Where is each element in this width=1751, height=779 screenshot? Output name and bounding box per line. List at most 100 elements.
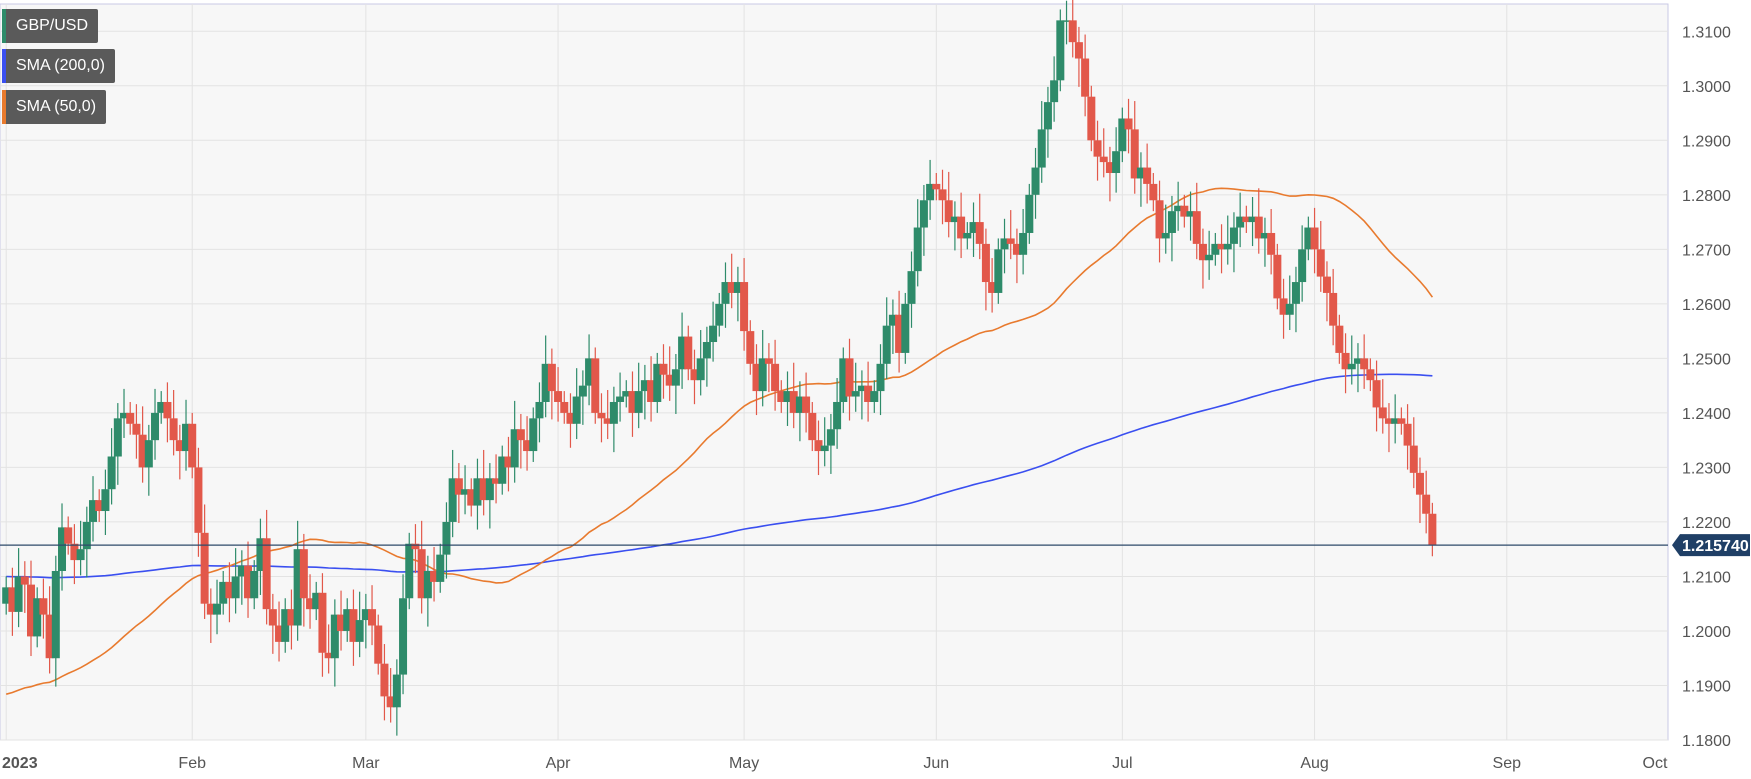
candle-body bbox=[492, 478, 501, 484]
x-tick-label: May bbox=[729, 755, 759, 772]
candle-body bbox=[138, 434, 147, 468]
candle-body bbox=[957, 216, 966, 239]
candle-body bbox=[678, 336, 687, 370]
candle-body bbox=[603, 418, 612, 424]
candle-body bbox=[1397, 418, 1406, 424]
candle-body bbox=[182, 423, 191, 452]
candle-body bbox=[1304, 227, 1313, 250]
candle-body bbox=[901, 303, 910, 353]
candle-body bbox=[448, 478, 457, 522]
candle-body bbox=[1062, 20, 1071, 22]
candle-body bbox=[1242, 216, 1251, 223]
candle-body bbox=[820, 445, 829, 452]
candle-body bbox=[299, 549, 308, 599]
candle-body bbox=[479, 478, 488, 501]
candle-body bbox=[330, 614, 339, 659]
candle-body bbox=[833, 401, 842, 430]
legend-gbpusd: GBP/USD bbox=[2, 9, 99, 43]
candle-body bbox=[293, 549, 302, 626]
candle-body bbox=[572, 396, 581, 424]
candle-body bbox=[1279, 298, 1288, 315]
candle-body bbox=[256, 538, 265, 571]
y-tick-label: 1.3000 bbox=[1682, 79, 1731, 96]
candle-body bbox=[919, 200, 928, 228]
candle-body bbox=[1161, 232, 1170, 239]
y-tick-label: 1.1800 bbox=[1682, 733, 1731, 750]
candle-body bbox=[913, 227, 922, 272]
candle-body bbox=[1068, 20, 1077, 43]
candle-body bbox=[107, 456, 116, 490]
candle-body bbox=[771, 363, 780, 392]
candle-body bbox=[690, 369, 699, 381]
candle-body bbox=[1130, 129, 1139, 179]
candle-body bbox=[14, 576, 23, 612]
candle-body bbox=[1260, 232, 1269, 239]
candle-body bbox=[1050, 80, 1059, 103]
candle-body bbox=[523, 440, 532, 452]
candle-body bbox=[237, 565, 246, 577]
candle-body bbox=[1000, 238, 1009, 250]
grid-layer bbox=[0, 4, 1668, 741]
y-tick-label: 1.2600 bbox=[1682, 297, 1731, 314]
candle-body bbox=[1366, 369, 1375, 381]
candle-body bbox=[932, 183, 941, 190]
candle-body bbox=[560, 401, 569, 413]
candle-body bbox=[640, 380, 649, 392]
candle-body bbox=[864, 385, 873, 402]
current-price-label: 1.215740 bbox=[1682, 538, 1749, 555]
candle-body bbox=[1409, 445, 1418, 473]
candle-body bbox=[764, 358, 773, 364]
candle-body bbox=[454, 478, 463, 495]
candle-body bbox=[1037, 129, 1046, 168]
candle-body bbox=[591, 358, 600, 413]
candle-body bbox=[411, 543, 420, 550]
x-tick-label: Apr bbox=[546, 755, 572, 772]
x-tick-label: Sep bbox=[1493, 755, 1522, 772]
candle-body bbox=[944, 200, 953, 223]
candle-body bbox=[95, 500, 104, 512]
candle-body bbox=[1329, 292, 1338, 326]
candle-body bbox=[808, 412, 817, 441]
candle-body bbox=[1006, 238, 1015, 244]
candle-body bbox=[2, 587, 11, 604]
candle-body bbox=[213, 603, 222, 615]
candle-body bbox=[20, 576, 29, 585]
candle-body bbox=[368, 609, 377, 626]
candle-body bbox=[740, 282, 749, 332]
candle-body bbox=[907, 271, 916, 304]
candle-body bbox=[1341, 352, 1350, 370]
candle-body bbox=[250, 570, 259, 599]
candle-body bbox=[616, 396, 625, 402]
candle-body bbox=[752, 363, 761, 392]
axis-layer: 1.3100 1.3000 1.2900 1.2800 1.2700 1.2600 1.25… bbox=[2, 24, 1731, 772]
candle-body bbox=[777, 391, 786, 402]
candle-body bbox=[696, 358, 705, 381]
candle-body bbox=[33, 598, 42, 637]
y-tick-label: 1.1900 bbox=[1682, 678, 1731, 695]
sma-50-layer bbox=[5, 187, 1434, 695]
y-tick-label: 1.2100 bbox=[1682, 569, 1731, 586]
candle-body bbox=[783, 391, 792, 402]
x-tick-label: Oct bbox=[1643, 755, 1668, 772]
candle-body bbox=[1025, 194, 1034, 233]
candle-body bbox=[82, 521, 91, 550]
candle-body bbox=[120, 412, 129, 419]
current-price-layer: 1.215740 bbox=[0, 534, 1750, 557]
candle-body bbox=[876, 363, 885, 392]
legend-sma-50: SMA (50,0) bbox=[2, 90, 107, 124]
candle-body bbox=[1198, 243, 1207, 261]
candle-body bbox=[467, 489, 476, 506]
candle-body bbox=[510, 429, 519, 468]
candle-body bbox=[343, 609, 352, 631]
x-tick-label: Mar bbox=[352, 755, 380, 772]
candle-body bbox=[175, 440, 184, 452]
y-tick-label: 1.2700 bbox=[1682, 242, 1731, 259]
candle-body bbox=[132, 423, 141, 435]
x-tick-label: Jun bbox=[923, 755, 949, 772]
candle-body bbox=[312, 592, 321, 610]
candle-body bbox=[826, 429, 835, 446]
candle-body bbox=[1081, 58, 1090, 97]
candle-body bbox=[709, 325, 718, 343]
candle-body bbox=[244, 565, 253, 599]
candle-body bbox=[727, 282, 736, 293]
